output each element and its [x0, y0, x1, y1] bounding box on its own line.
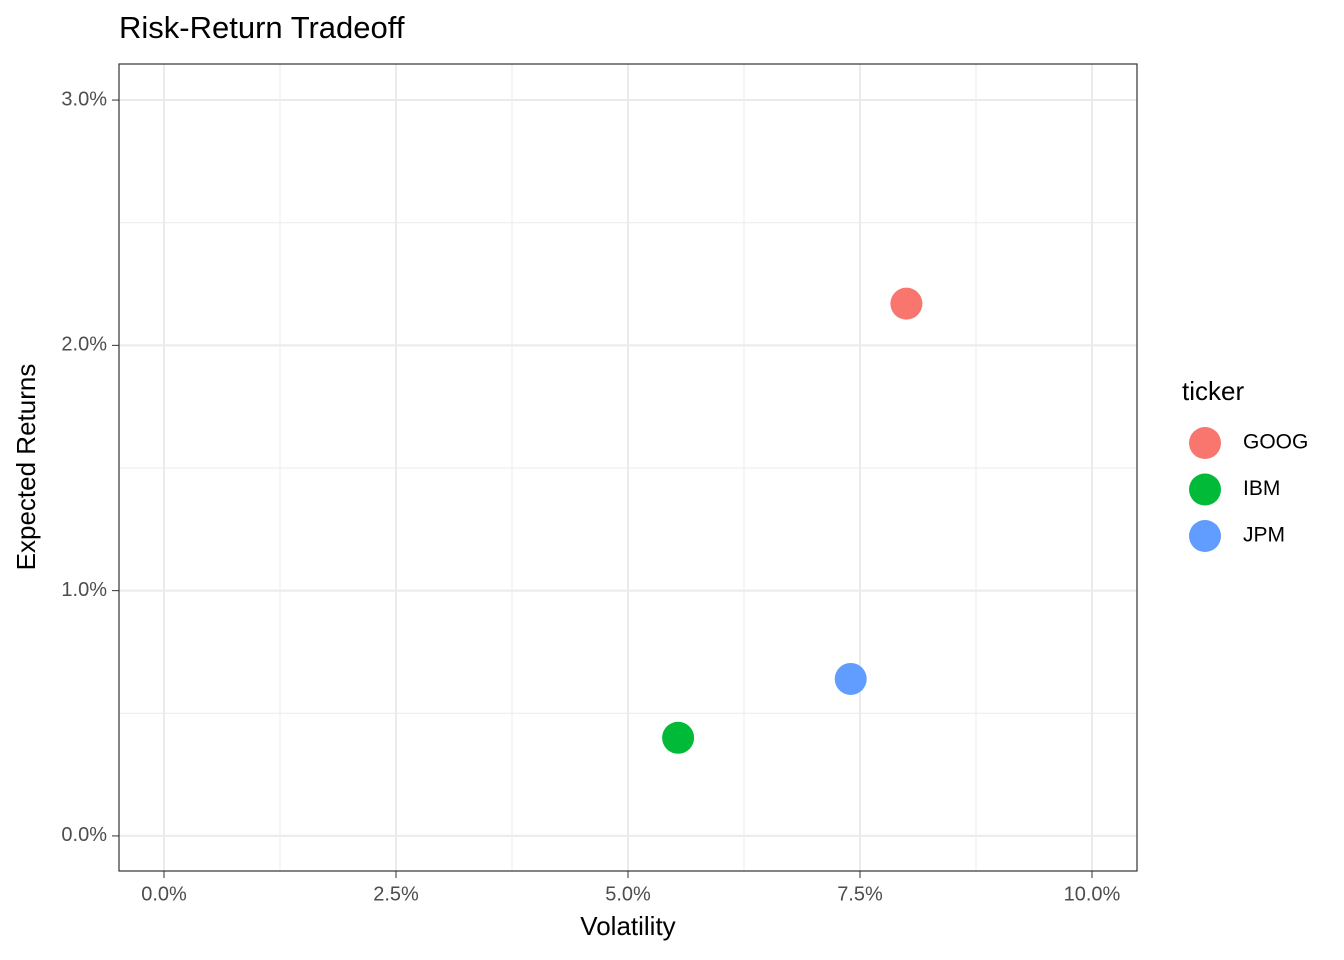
x-tick-label: 2.5%	[373, 883, 419, 905]
legend-key	[1189, 473, 1221, 506]
point	[834, 662, 867, 695]
point	[890, 287, 923, 320]
y-axis-title: Expected Returns	[11, 364, 41, 571]
point	[662, 721, 695, 754]
legend-title: ticker	[1182, 376, 1244, 406]
x-tick-label: 0.0%	[141, 883, 187, 905]
plot-border	[118, 63, 1138, 872]
y-tick-label: 0.0%	[61, 824, 107, 846]
y-tick-label: 3.0%	[61, 88, 107, 110]
x-tick-label: 10.0%	[1064, 883, 1121, 905]
y-tick-label: 2.0%	[61, 334, 107, 356]
x-tick-label: 5.0%	[605, 883, 651, 905]
x-tick-label: 7.5%	[837, 883, 883, 905]
legend-key	[1189, 427, 1221, 459]
legend-label: JPM	[1243, 524, 1285, 547]
y-tick-label: 1.0%	[61, 579, 107, 601]
legend-key	[1189, 520, 1221, 552]
chart-title: Risk-Return Tradeoff	[119, 10, 405, 45]
x-axis-title: Volatility	[580, 911, 675, 941]
legend-label: IBM	[1243, 477, 1280, 500]
legend-label: GOOG	[1243, 431, 1308, 454]
